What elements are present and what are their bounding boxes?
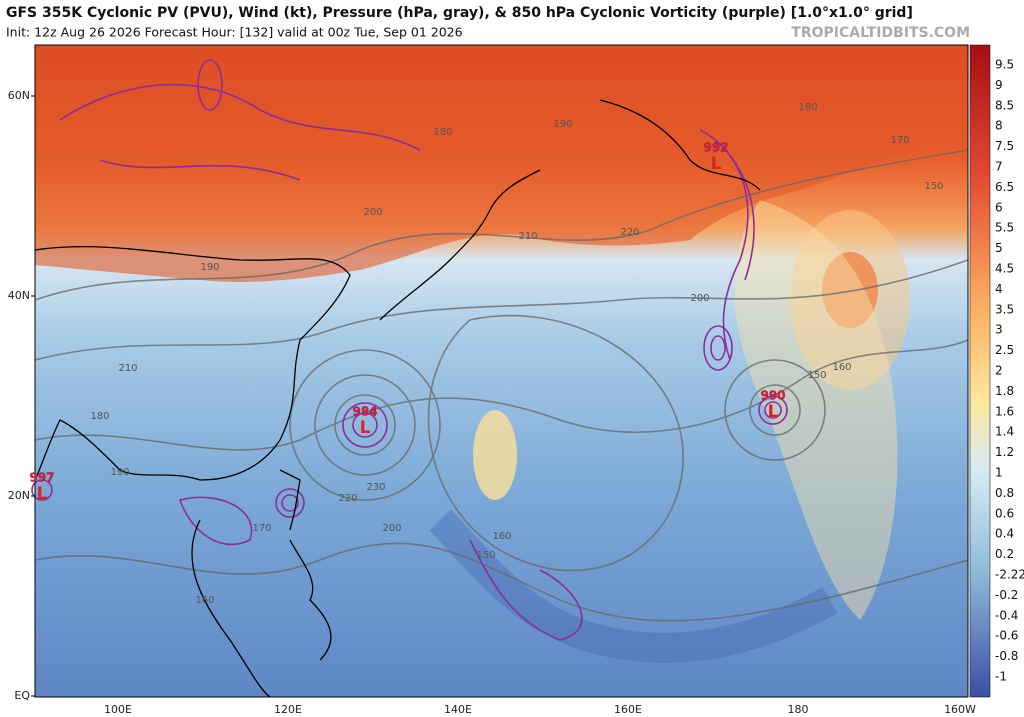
coastlines [34, 99, 761, 698]
lon-label: 140E [444, 703, 472, 716]
watermark: TROPICALTIDBITS.COM [791, 25, 970, 41]
lat-label: 40N [8, 289, 30, 302]
pressure-contours [34, 149, 969, 622]
contour-label: 180 [90, 411, 109, 422]
colorbar-label: 1.2 [995, 445, 1014, 459]
lon-label: 180 [788, 703, 809, 716]
colorbar-label: -0.2 [995, 588, 1018, 602]
pv-high-region [35, 45, 968, 282]
colorbar-label: -0.4 [995, 608, 1018, 622]
contour-label: 230 [366, 482, 385, 493]
colorbar-label: -2.22 [995, 568, 1024, 582]
lon-label: 120E [274, 703, 302, 716]
low-symbol: L [360, 418, 371, 438]
contour-label: 190 [110, 467, 129, 478]
colorbar-label: 9.5 [995, 58, 1014, 72]
lon-label: 160E [614, 703, 642, 716]
colorbar-label: 5 [995, 241, 1003, 255]
lat-label: 20N [8, 489, 30, 502]
contour-label: 200 [382, 523, 401, 534]
colorbar-label: 8 [995, 119, 1003, 133]
low-pressure: 984 [352, 405, 377, 419]
map-area [31, 45, 969, 698]
contour-label: 160 [195, 595, 214, 606]
contour-label: 150 [476, 550, 495, 561]
pv-patch [790, 210, 910, 390]
colorbar-label: 1.6 [995, 404, 1014, 418]
low-pressure: 990 [760, 389, 785, 403]
contour-label: 160 [832, 362, 851, 373]
colorbar-label: 4.5 [995, 262, 1014, 276]
colorbar-label: -1 [995, 670, 1007, 684]
map-frame [34, 44, 969, 698]
colorbar-label: 3.5 [995, 302, 1014, 316]
colorbar-label: 0.6 [995, 506, 1014, 520]
lat-label: 60N [8, 89, 30, 102]
low-pressure: 997 [29, 471, 54, 485]
contour-label: 200 [690, 293, 709, 304]
pv-patch [473, 410, 517, 500]
lon-label: 160W [944, 703, 976, 716]
lat-label: EQ [14, 689, 30, 702]
colorbar-label: 1.8 [995, 384, 1014, 398]
low-symbol: L [37, 484, 48, 504]
subtitle: Init: 12z Aug 26 2026 Forecast Hour: [13… [6, 25, 463, 40]
low-symbol: L [711, 154, 722, 174]
colorbar-label: 0.8 [995, 486, 1014, 500]
contour-label: 180 [798, 102, 817, 113]
colorbar-label: 9 [995, 78, 1003, 92]
colorbar-label: 7.5 [995, 139, 1014, 153]
lon-label: 100E [104, 703, 132, 716]
contour-label: 200 [363, 207, 382, 218]
colorbar-label: 4 [995, 282, 1003, 296]
contour-label: 220 [338, 493, 357, 504]
colorbar-label: 6 [995, 200, 1003, 214]
contour-label: 150 [807, 370, 826, 381]
colorbar-label: 0.2 [995, 547, 1014, 561]
colorbar-label: 0.4 [995, 527, 1014, 541]
contour-label: 210 [518, 231, 537, 242]
title: GFS 355K Cyclonic PV (PVU), Wind (kt), P… [6, 5, 913, 21]
contour-label: 160 [492, 531, 511, 542]
low-pressure: 992 [703, 141, 728, 155]
colorbar [969, 44, 991, 698]
low-symbol: L [768, 402, 779, 422]
colorbar-label: 3 [995, 323, 1003, 337]
contour-label: 190 [200, 262, 219, 273]
contour-label: 190 [553, 119, 572, 130]
vorticity-contours [31, 59, 788, 641]
colorbar-label: 1 [995, 466, 1003, 480]
contour-label: 150 [924, 181, 943, 192]
contour-label: 180 [433, 127, 452, 138]
pv-patch [734, 200, 898, 620]
contour-label: 220 [620, 227, 639, 238]
colorbar-label: -0.8 [995, 649, 1018, 663]
colorbar-label: 5.5 [995, 221, 1014, 235]
colorbar-label: 8.5 [995, 98, 1014, 112]
colorbar-label: 2.5 [995, 343, 1014, 357]
contour-label: 170 [252, 523, 271, 534]
colorbar-label: 2 [995, 364, 1003, 378]
colorbar-label: 6.5 [995, 180, 1014, 194]
contour-label: 210 [118, 363, 137, 374]
colorbar-label: -0.6 [995, 629, 1018, 643]
colorbar-label: 7 [995, 160, 1003, 174]
colorbar-label: 1.4 [995, 425, 1014, 439]
contour-label: 170 [890, 135, 909, 146]
